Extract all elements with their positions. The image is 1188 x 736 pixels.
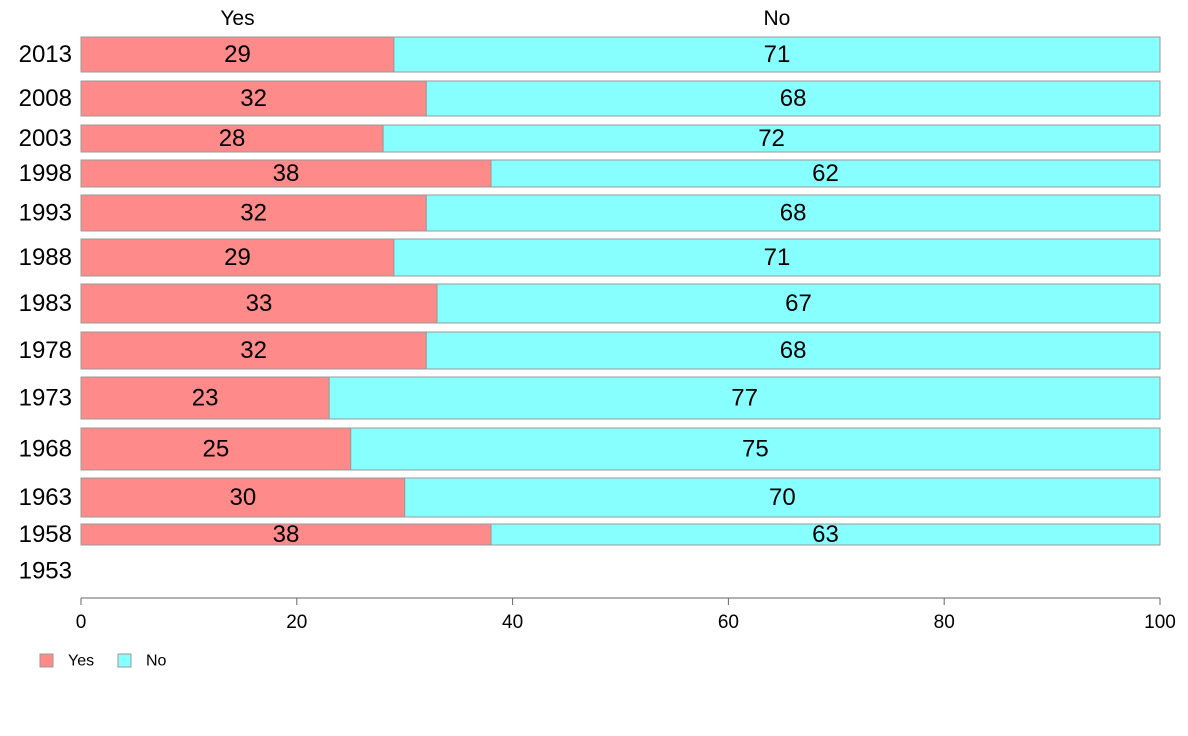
data-label-no-1993: 68 xyxy=(780,200,807,227)
data-label-no-2003: 72 xyxy=(758,125,785,152)
row-label-1968: 1968 xyxy=(19,436,72,463)
row-label-1958: 1958 xyxy=(19,521,72,548)
bar-no-1983 xyxy=(436,283,1161,324)
data-label-yes-1973: 23 xyxy=(192,385,219,412)
row-label-1978: 1978 xyxy=(19,337,72,364)
data-label-yes-1993: 32 xyxy=(240,200,267,227)
column-header-no: No xyxy=(764,7,791,30)
data-label-yes-1983: 33 xyxy=(246,290,273,317)
bar-yes-2003 xyxy=(80,124,384,153)
row-label-1988: 1988 xyxy=(19,244,72,271)
data-label-yes-1988: 29 xyxy=(224,244,251,271)
x-tick-label-100: 100 xyxy=(1144,612,1176,633)
data-label-yes-1963: 30 xyxy=(229,484,256,511)
bar-no-1978 xyxy=(425,331,1161,370)
data-label-no-1963: 70 xyxy=(769,484,796,511)
bar-no-1968 xyxy=(350,427,1161,471)
data-label-no-2013: 71 xyxy=(764,41,791,68)
bar-yes-1998 xyxy=(80,159,492,188)
bar-yes-1993 xyxy=(80,194,427,232)
bar-no-2008 xyxy=(425,80,1161,117)
row-label-1993: 1993 xyxy=(19,200,72,227)
bar-no-1963 xyxy=(404,477,1161,518)
row-label-2008: 2008 xyxy=(19,85,72,112)
data-label-no-1988: 71 xyxy=(764,244,791,271)
data-label-yes-1978: 32 xyxy=(240,337,267,364)
bar-yes-1963 xyxy=(80,477,406,518)
bar-yes-1983 xyxy=(80,283,438,324)
data-label-no-1968: 75 xyxy=(742,436,769,463)
x-tick-label-80: 80 xyxy=(934,612,955,633)
data-label-no-1958: 63 xyxy=(812,521,839,548)
data-label-no-1978: 68 xyxy=(780,337,807,364)
legend-swatch-yes xyxy=(39,653,54,668)
x-tick-label-20: 20 xyxy=(286,612,307,633)
legend-swatch-no xyxy=(117,653,132,668)
bar-yes-1968 xyxy=(80,427,352,471)
row-label-2003: 2003 xyxy=(19,125,72,152)
legend-label-yes: Yes xyxy=(68,653,94,670)
x-tick-label-40: 40 xyxy=(502,612,523,633)
row-label-1983: 1983 xyxy=(19,290,72,317)
bar-yes-2008 xyxy=(80,80,427,117)
bar-no-2003 xyxy=(382,124,1161,153)
bar-yes-2013 xyxy=(80,36,395,73)
data-label-yes-2003: 28 xyxy=(219,125,246,152)
data-label-yes-1968: 25 xyxy=(203,436,230,463)
data-label-no-1998: 62 xyxy=(812,160,839,187)
row-label-1998: 1998 xyxy=(19,160,72,187)
data-label-no-1983: 67 xyxy=(785,290,812,317)
legend-label-no: No xyxy=(146,653,167,670)
x-tick-label-0: 0 xyxy=(76,612,87,633)
bar-no-2013 xyxy=(393,36,1161,73)
data-label-yes-1958: 38 xyxy=(273,521,300,548)
data-label-yes-2013: 29 xyxy=(224,41,251,68)
x-tick-label-60: 60 xyxy=(718,612,739,633)
data-label-no-1973: 77 xyxy=(731,385,758,412)
data-label-yes-2008: 32 xyxy=(240,85,267,112)
bar-no-1988 xyxy=(393,238,1161,277)
data-label-yes-1998: 38 xyxy=(273,160,300,187)
bar-no-1958 xyxy=(490,523,1161,546)
data-label-no-2008: 68 xyxy=(780,85,807,112)
row-label-1963: 1963 xyxy=(19,484,72,511)
row-label-1973: 1973 xyxy=(19,385,72,412)
bar-no-1993 xyxy=(425,194,1161,232)
bar-yes-1973 xyxy=(80,376,330,420)
row-label-1953: 1953 xyxy=(19,558,72,585)
row-label-2013: 2013 xyxy=(19,41,72,68)
column-header-yes: Yes xyxy=(220,7,254,30)
bar-no-1973 xyxy=(328,376,1161,420)
bar-no-1998 xyxy=(490,159,1161,188)
